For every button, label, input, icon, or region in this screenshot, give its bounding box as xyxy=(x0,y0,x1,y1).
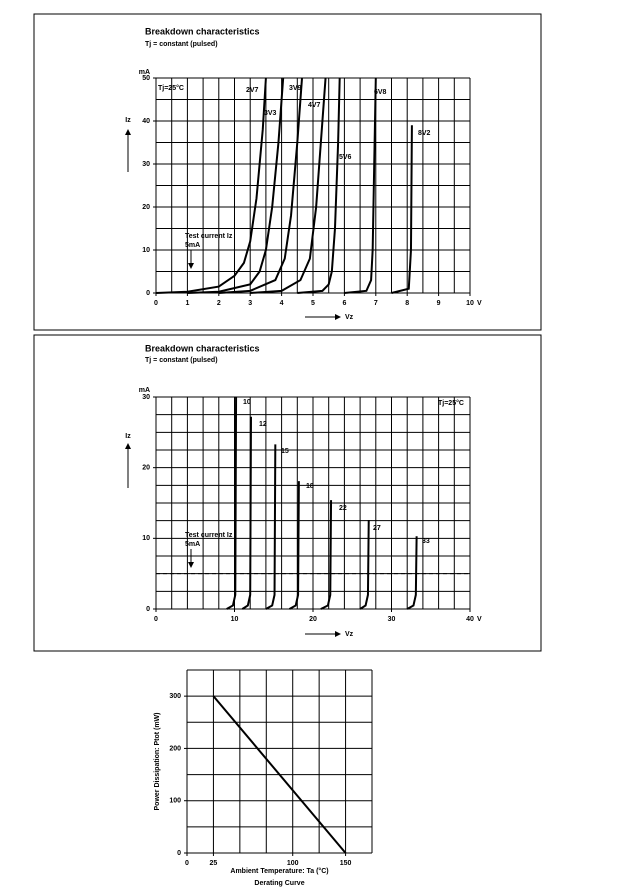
curve-label: 27 xyxy=(373,525,381,532)
test-current-label: Test current Iz xyxy=(185,233,233,240)
x-tick-label: 1 xyxy=(185,300,189,307)
x-tick-label: 2 xyxy=(217,300,221,307)
curve-label: 3V3 xyxy=(264,110,277,117)
y-tick-label: 10 xyxy=(142,247,150,254)
curve xyxy=(288,481,300,610)
x-tick-label: 8 xyxy=(405,300,409,307)
x-tick-label: 3 xyxy=(248,300,252,307)
curve-label: 5V6 xyxy=(339,154,352,161)
curve xyxy=(187,77,285,294)
y-tick-label: 0 xyxy=(146,290,150,297)
curve-label: 22 xyxy=(339,505,347,512)
x-tick-label: 4 xyxy=(280,300,284,307)
chart-subtitle: Tj = constant (pulsed) xyxy=(145,357,218,364)
chart-title: Breakdown characteristics xyxy=(145,343,260,353)
curve xyxy=(226,396,238,610)
x-tick-label: 100 xyxy=(287,860,299,867)
curve-label: 3V9 xyxy=(289,85,302,92)
x-tick-label: 10 xyxy=(231,616,239,623)
x-tick-label: 0 xyxy=(154,616,158,623)
x-axis-label: Vz xyxy=(345,631,354,638)
curve xyxy=(359,519,370,610)
curve-label: 15 xyxy=(281,448,289,455)
x-tick-label: 6 xyxy=(342,300,346,307)
y-tick-label: 30 xyxy=(142,161,150,168)
curve-label: 4V7 xyxy=(308,102,321,109)
x-axis-label: Ambient Temperature: Ta (°C) xyxy=(230,867,328,875)
test-current-label: 5mA xyxy=(185,242,200,249)
y-tick-label: 0 xyxy=(146,606,150,613)
y-unit: mA xyxy=(139,387,150,394)
x-tick-label: 7 xyxy=(374,300,378,307)
test-current-label: 5mA xyxy=(185,541,200,548)
y-tick-label: 50 xyxy=(142,75,150,82)
temperature-note: Tj=25°C xyxy=(158,84,184,92)
curve-label: 10 xyxy=(243,399,251,406)
y-unit: mA xyxy=(139,69,150,76)
test-current-label: Test current Iz xyxy=(185,532,233,539)
curve xyxy=(250,77,327,294)
x-tick-label: 40 xyxy=(466,616,474,623)
x-tick-label: 0 xyxy=(154,300,158,307)
y-tick-label: 300 xyxy=(169,693,181,700)
x-tick-label: 0 xyxy=(185,860,189,867)
chart-subtitle: Tj = constant (pulsed) xyxy=(145,41,218,48)
curve xyxy=(241,416,252,610)
y-tick-label: 200 xyxy=(169,745,181,752)
chart-frame xyxy=(33,334,542,652)
y-tick-label: 20 xyxy=(142,204,150,211)
curve-label: 8V2 xyxy=(418,130,431,137)
temperature-note: Tj=25°C xyxy=(438,399,464,407)
y-tick-label: 40 xyxy=(142,118,150,125)
x-tick-label: 9 xyxy=(437,300,441,307)
curve xyxy=(406,536,418,610)
curve xyxy=(212,695,347,854)
caption: Derating Curve xyxy=(254,880,304,887)
x-tick-label: 10 xyxy=(466,300,474,307)
y-tick-label: 30 xyxy=(142,394,150,401)
y-axis-label: Power Dissipation: Ptot (mW) xyxy=(154,713,161,811)
y-axis-label: Iz xyxy=(125,433,131,440)
curve-label: 6V8 xyxy=(374,89,387,96)
y-tick-label: 0 xyxy=(177,850,181,857)
y-tick-label: 100 xyxy=(169,798,181,805)
x-tick-label: 25 xyxy=(210,860,218,867)
x-unit: V xyxy=(477,300,482,307)
x-axis-label: Vz xyxy=(345,314,354,321)
x-tick-label: 30 xyxy=(388,616,396,623)
curve xyxy=(344,77,377,294)
curve xyxy=(265,444,277,610)
y-axis-label: Iz xyxy=(125,117,131,124)
curve-label: 12 xyxy=(259,421,267,428)
x-tick-label: 20 xyxy=(309,616,317,623)
curve-label: 2V7 xyxy=(246,87,259,94)
curve xyxy=(155,77,267,294)
curve xyxy=(391,125,413,294)
curve xyxy=(320,500,333,610)
x-tick-label: 5 xyxy=(311,300,315,307)
curve xyxy=(218,77,304,294)
curve-label: 18 xyxy=(306,483,314,490)
x-unit: V xyxy=(477,616,482,623)
x-tick-label: 150 xyxy=(340,860,352,867)
chart-frame xyxy=(33,13,542,331)
chart-title: Breakdown characteristics xyxy=(145,26,260,36)
y-tick-label: 10 xyxy=(142,535,150,542)
y-tick-label: 20 xyxy=(142,465,150,472)
curve-label: 33 xyxy=(422,538,430,545)
